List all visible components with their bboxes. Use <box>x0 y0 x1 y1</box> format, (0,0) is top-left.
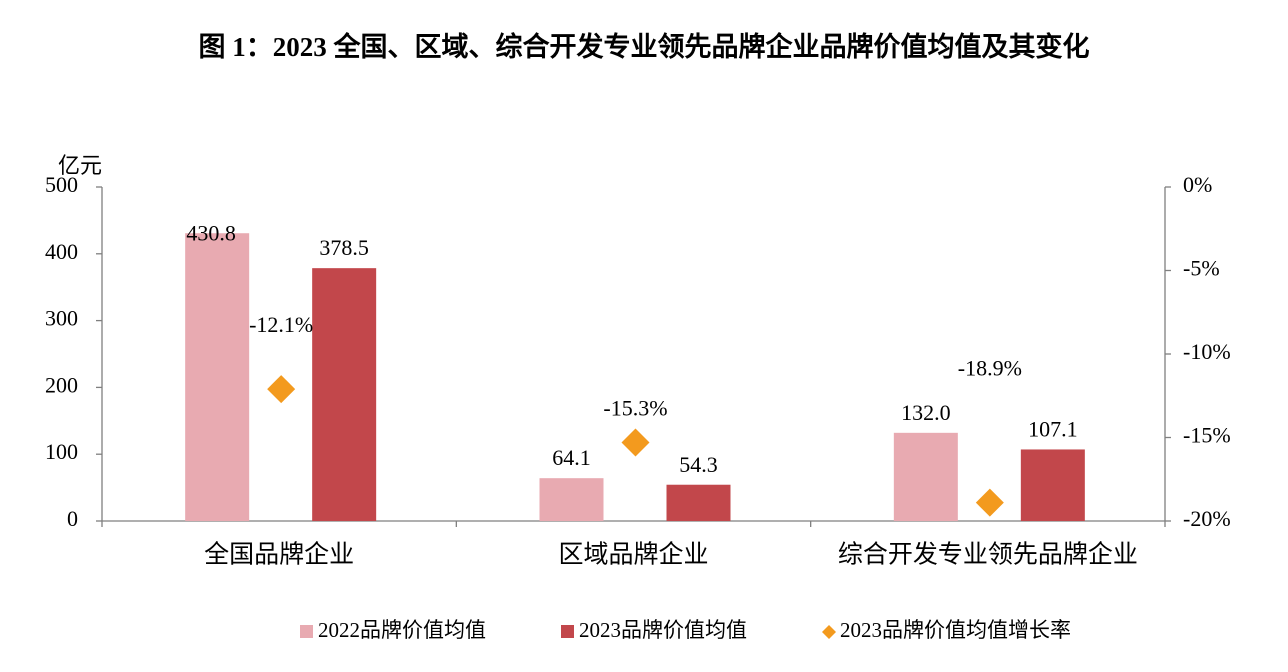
y-tick-label: 200 <box>45 372 78 397</box>
data-label: 430.8 <box>186 220 236 245</box>
diamond-marker <box>975 488 1004 517</box>
x-tick-label: 区域品牌企业 <box>558 541 708 569</box>
y2-tick-label: 0% <box>1183 172 1212 197</box>
data-label: -15.3% <box>603 396 667 421</box>
legend-label: 2022品牌价值均值 <box>318 618 486 642</box>
bar <box>893 432 958 521</box>
y-tick-label: 100 <box>45 439 78 464</box>
y-axis-label: 亿元 <box>58 153 102 178</box>
bar <box>666 484 731 521</box>
legend-marker <box>300 625 313 638</box>
data-label: -12.1% <box>249 312 313 337</box>
y2-tick-label: -5% <box>1183 256 1220 281</box>
data-label: -18.9% <box>958 356 1022 381</box>
bar <box>1020 449 1085 521</box>
y2-tick-label: -20% <box>1183 506 1231 531</box>
diamond-marker <box>267 375 296 404</box>
legend-marker <box>561 625 574 638</box>
bar <box>539 478 604 521</box>
legend-label: 2023品牌价值均值 <box>579 618 747 642</box>
y-tick-label: 0 <box>67 506 78 531</box>
x-tick-label: 全国品牌企业 <box>204 541 354 569</box>
x-tick-label: 综合开发专业领先品牌企业 <box>838 541 1138 569</box>
legend-marker <box>822 625 836 639</box>
bar <box>185 233 250 522</box>
legend-label: 2023品牌价值均值增长率 <box>840 618 1071 642</box>
y-tick-label: 300 <box>45 306 78 331</box>
y2-tick-label: -10% <box>1183 339 1231 364</box>
y-tick-label: 400 <box>45 239 78 264</box>
y-tick-label: 500 <box>45 172 78 197</box>
diamond-marker <box>621 428 650 457</box>
data-label: 132.0 <box>901 400 951 425</box>
data-label: 107.1 <box>1028 417 1078 442</box>
data-label: 54.3 <box>679 452 718 477</box>
y2-tick-label: -15% <box>1183 423 1231 448</box>
data-label: 64.1 <box>552 445 591 470</box>
data-label: 378.5 <box>319 235 369 260</box>
chart-title: 图 1：2023 全国、区域、综合开发专业领先品牌企业品牌价值均值及其变化 <box>199 31 1090 62</box>
bar <box>312 268 377 521</box>
